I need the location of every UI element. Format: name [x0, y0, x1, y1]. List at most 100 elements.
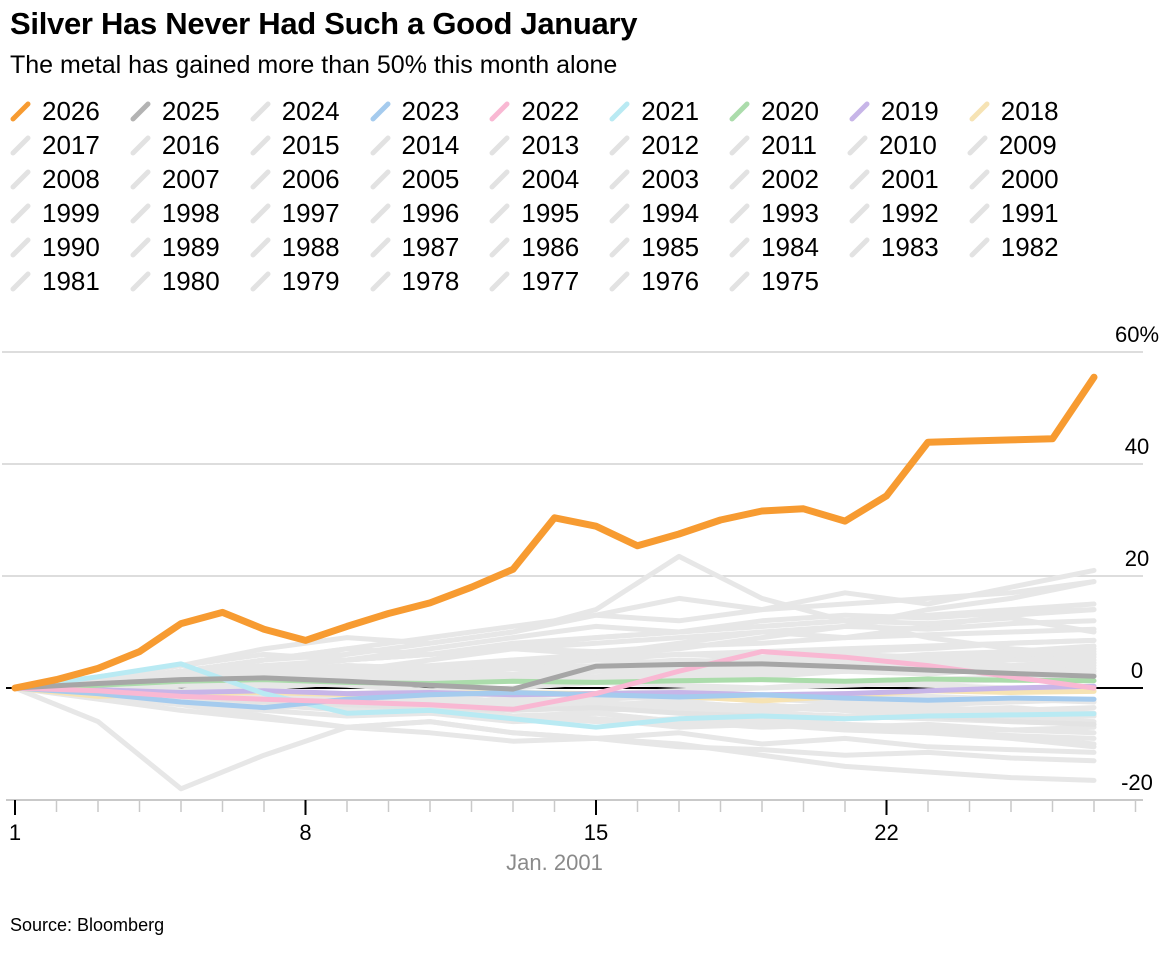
legend-item-1995: 1995: [489, 197, 579, 228]
legend-year-label: 2023: [401, 95, 460, 126]
legend-item-1975: 1975: [729, 265, 819, 296]
legend-year-label: 2016: [161, 129, 220, 160]
legend-color-swatch: [370, 237, 391, 257]
legend-item-1989: 1989: [130, 231, 220, 262]
legend-color-swatch: [609, 237, 630, 257]
legend-item-1999: 1999: [10, 197, 100, 228]
legend-year-label: 2000: [1000, 163, 1059, 194]
legend-item-1977: 1977: [489, 265, 579, 296]
legend-year-label: 2007: [161, 163, 220, 194]
legend-color-swatch: [370, 203, 391, 223]
legend-year-label: 1996: [401, 197, 460, 228]
legend-color-swatch: [130, 203, 151, 223]
legend-year-label: 1975: [761, 265, 819, 296]
x-axis-label-22: 22: [874, 820, 898, 845]
legend-color-swatch: [489, 135, 510, 155]
legend-color-swatch: [609, 169, 630, 189]
legend-item-2005: 2005: [370, 163, 460, 194]
legend-year-label: 1982: [1000, 231, 1059, 262]
legend-color-swatch: [130, 237, 151, 257]
x-axis-label-1: 1: [9, 820, 21, 845]
y-axis-label-0: 0: [1131, 658, 1143, 683]
legend-item-1994: 1994: [609, 197, 699, 228]
legend-item-2003: 2003: [609, 163, 699, 194]
legend-year-label: 2019: [880, 95, 939, 126]
legend-year-label: 2003: [641, 163, 700, 194]
legend: 2026 2025 2024 2023 2022 2021 2020 2019 2018 2017…: [0, 95, 1173, 296]
legend-color-swatch: [130, 169, 151, 189]
legend-year-label: 1977: [521, 265, 580, 296]
legend-item-1998: 1998: [130, 197, 220, 228]
legend-item-1976: 1976: [609, 265, 699, 296]
legend-item-2021: 2021: [609, 95, 699, 126]
legend-color-swatch: [729, 169, 750, 189]
legend-color-swatch: [969, 169, 990, 189]
legend-item-1992: 1992: [849, 197, 939, 228]
legend-year-label: 1997: [281, 197, 340, 228]
legend-item-2020: 2020: [729, 95, 819, 126]
legend-year-label: 1991: [1000, 197, 1059, 228]
legend-color-swatch: [489, 237, 510, 257]
legend-color-swatch: [250, 169, 271, 189]
legend-item-2004: 2004: [489, 163, 579, 194]
legend-color-swatch: [609, 135, 630, 155]
legend-year-label: 2014: [401, 129, 460, 160]
legend-year-label: 2015: [281, 129, 340, 160]
legend-item-2001: 2001: [849, 163, 939, 194]
series-2023: [12, 685, 1097, 711]
y-axis-label-60: 60%: [1115, 322, 1159, 347]
line-chart: 60% 40 20 0 -20 1 8 15 22 Jan. 2001: [2, 322, 1159, 875]
legend-year-label: 1999: [42, 197, 100, 228]
legend-color-swatch: [967, 135, 988, 155]
legend-color-swatch: [729, 237, 750, 257]
legend-color-swatch: [969, 101, 990, 121]
legend-color-swatch: [10, 271, 31, 291]
legend-item-2019: 2019: [849, 95, 939, 126]
legend-year-label: 1981: [42, 265, 100, 296]
legend-year-label: 2022: [521, 95, 580, 126]
legend-item-2022: 2022: [489, 95, 579, 126]
legend-year-label: 1994: [641, 197, 700, 228]
legend-color-swatch: [10, 237, 31, 257]
legend-color-swatch: [250, 101, 271, 121]
legend-item-1986: 1986: [489, 231, 579, 262]
y-axis-label--20: -20: [1121, 770, 1153, 795]
legend-color-swatch: [250, 135, 271, 155]
legend-item-1984: 1984: [729, 231, 819, 262]
legend-year-label: 2008: [42, 163, 100, 194]
legend-color-swatch: [849, 237, 870, 257]
legend-year-label: 1990: [42, 231, 100, 262]
legend-item-2010: 2010: [847, 129, 937, 160]
legend-item-2023: 2023: [370, 95, 460, 126]
legend-year-label: 2021: [641, 95, 700, 126]
legend-color-swatch: [250, 271, 271, 291]
legend-item-2012: 2012: [609, 129, 699, 160]
series-2021: [12, 661, 1097, 730]
legend-color-swatch: [10, 135, 31, 155]
legend-color-swatch: [729, 135, 750, 155]
legend-year-label: 1989: [161, 231, 220, 262]
legend-year-label: 1985: [641, 231, 700, 262]
legend-color-swatch: [489, 169, 510, 189]
series-2017: [12, 637, 1097, 691]
x-axis-title: Jan. 2001: [506, 850, 603, 875]
legend-year-label: 1980: [161, 265, 220, 296]
legend-year-label: 1986: [521, 231, 580, 262]
legend-item-1990: 1990: [10, 231, 100, 262]
legend-item-2007: 2007: [130, 163, 220, 194]
legend-item-2000: 2000: [969, 163, 1059, 194]
legend-year-label: 2001: [880, 163, 939, 194]
legend-color-swatch: [609, 203, 630, 223]
legend-item-1988: 1988: [250, 231, 340, 262]
legend-color-swatch: [849, 101, 870, 121]
legend-item-1981: 1981: [10, 265, 100, 296]
legend-year-label: 2005: [401, 163, 460, 194]
series-2026: [11, 373, 1098, 692]
legend-item-2011: 2011: [729, 129, 817, 160]
legend-item-2006: 2006: [250, 163, 340, 194]
legend-item-2015: 2015: [250, 129, 340, 160]
y-axis-label-40: 40: [1125, 434, 1149, 459]
legend-color-swatch: [370, 135, 391, 155]
source-note: Source: Bloomberg: [10, 915, 165, 935]
